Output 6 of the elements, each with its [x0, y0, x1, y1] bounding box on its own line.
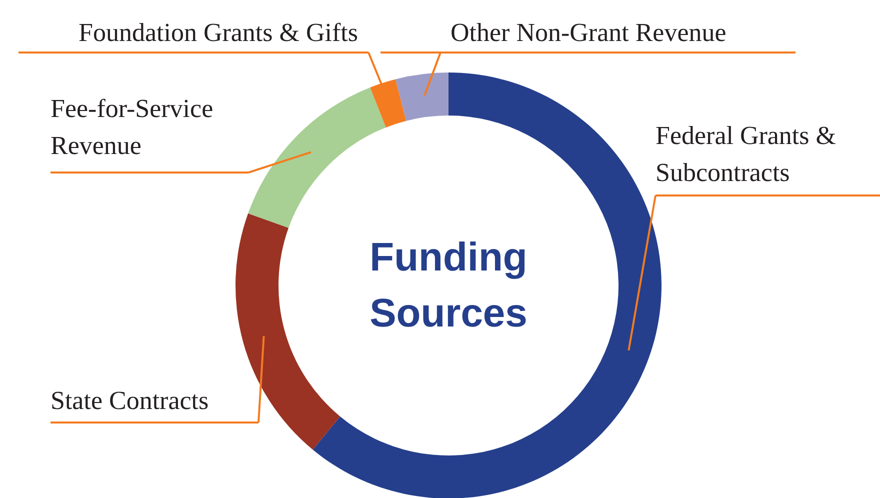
slice-label: State Contracts	[50, 386, 209, 415]
slice-label: Fee-for-Service Revenue	[50, 94, 214, 160]
slice-label: Other Non-Grant Revenue	[450, 18, 726, 47]
slice-label: Foundation Grants & Gifts	[78, 18, 358, 47]
text: Funding Sources	[370, 236, 528, 336]
slice-label: Federal Grants & Subcontracts	[656, 121, 836, 187]
